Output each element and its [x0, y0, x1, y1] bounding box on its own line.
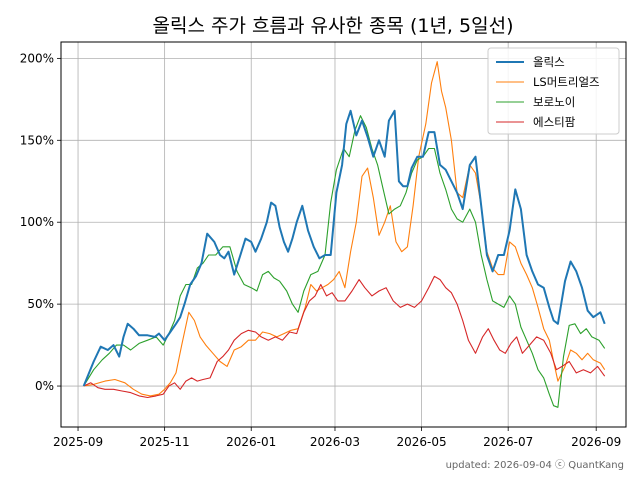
footer-note: updated: 2026-09-04 ⓒ QuantKang [446, 459, 624, 471]
x-tick-label: 2026-07 [483, 435, 533, 449]
y-tick-label: 0% [35, 379, 54, 393]
series-line-1 [82, 109, 606, 387]
y-tick-label: 100% [20, 215, 54, 229]
legend-label: 에스티팜 [533, 115, 576, 129]
legend-label: 올릭스 [533, 55, 565, 69]
x-tick-label: 2025-11 [140, 435, 190, 449]
x-tick-label: 2026-01 [226, 435, 276, 449]
legend-label: LS머트리얼즈 [533, 75, 600, 89]
legend-box [487, 47, 620, 135]
series-line-4 [83, 275, 606, 399]
plot-area-frame [60, 41, 627, 428]
y-tick-label: 200% [20, 51, 54, 65]
grid [61, 42, 626, 427]
series-line-2 [83, 61, 606, 397]
legend-label: 보로노이 [533, 95, 575, 109]
y-tick-label: 150% [20, 133, 54, 147]
series-line-3 [83, 115, 606, 408]
axis-ticks: 2025-09 2025-11 2026-01 2026-03 2026-05 2026-… [20, 51, 622, 449]
series-lines [82, 61, 606, 408]
x-tick-label: 2026-05 [397, 435, 447, 449]
y-tick-label: 50% [27, 297, 54, 311]
chart-title: 올릭스 주가 흐름과 유사한 종목 (1년, 5일선) [153, 15, 514, 37]
x-tick-label: 2026-03 [310, 435, 360, 449]
x-tick-label: 2025-09 [53, 435, 103, 449]
x-tick-label: 2026-09 [571, 435, 621, 449]
